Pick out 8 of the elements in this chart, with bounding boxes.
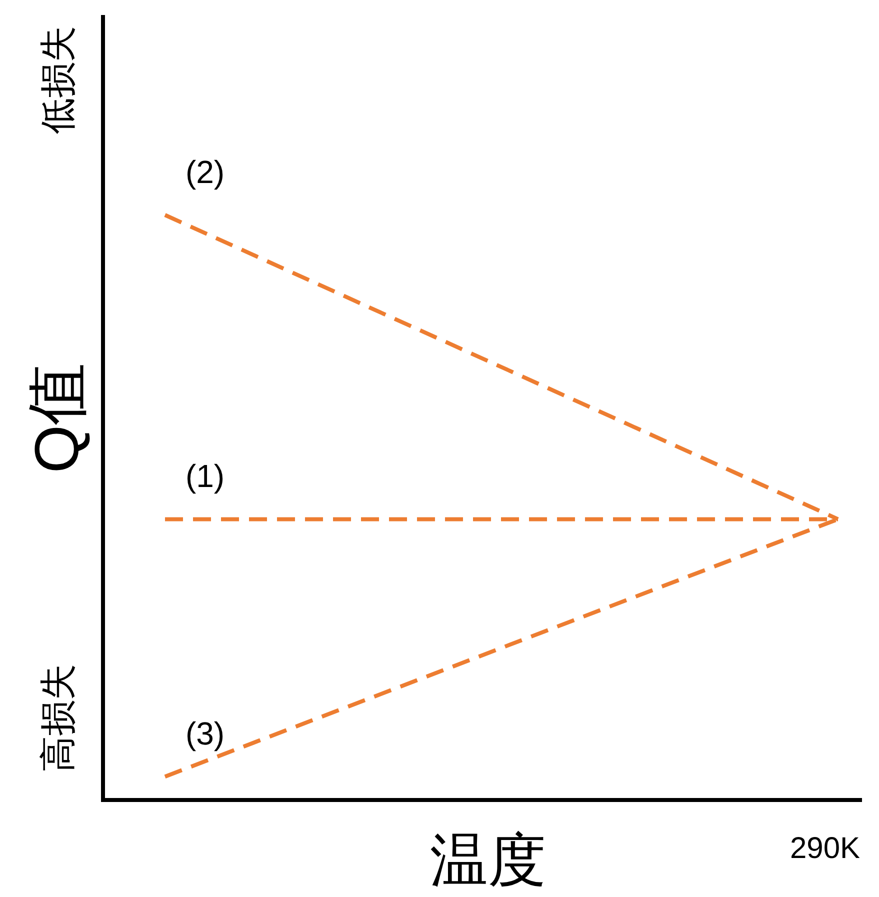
text: 290K [790,832,860,865]
series-label: (1) [185,458,225,494]
annotation: 高损失 [37,664,78,772]
text: 低损失 [37,26,78,134]
series-label: (3) [185,716,225,752]
y-axis-title: Q值 [23,362,92,474]
x-axis-title: 温度 [430,828,546,893]
series-label: (2) [185,154,225,190]
